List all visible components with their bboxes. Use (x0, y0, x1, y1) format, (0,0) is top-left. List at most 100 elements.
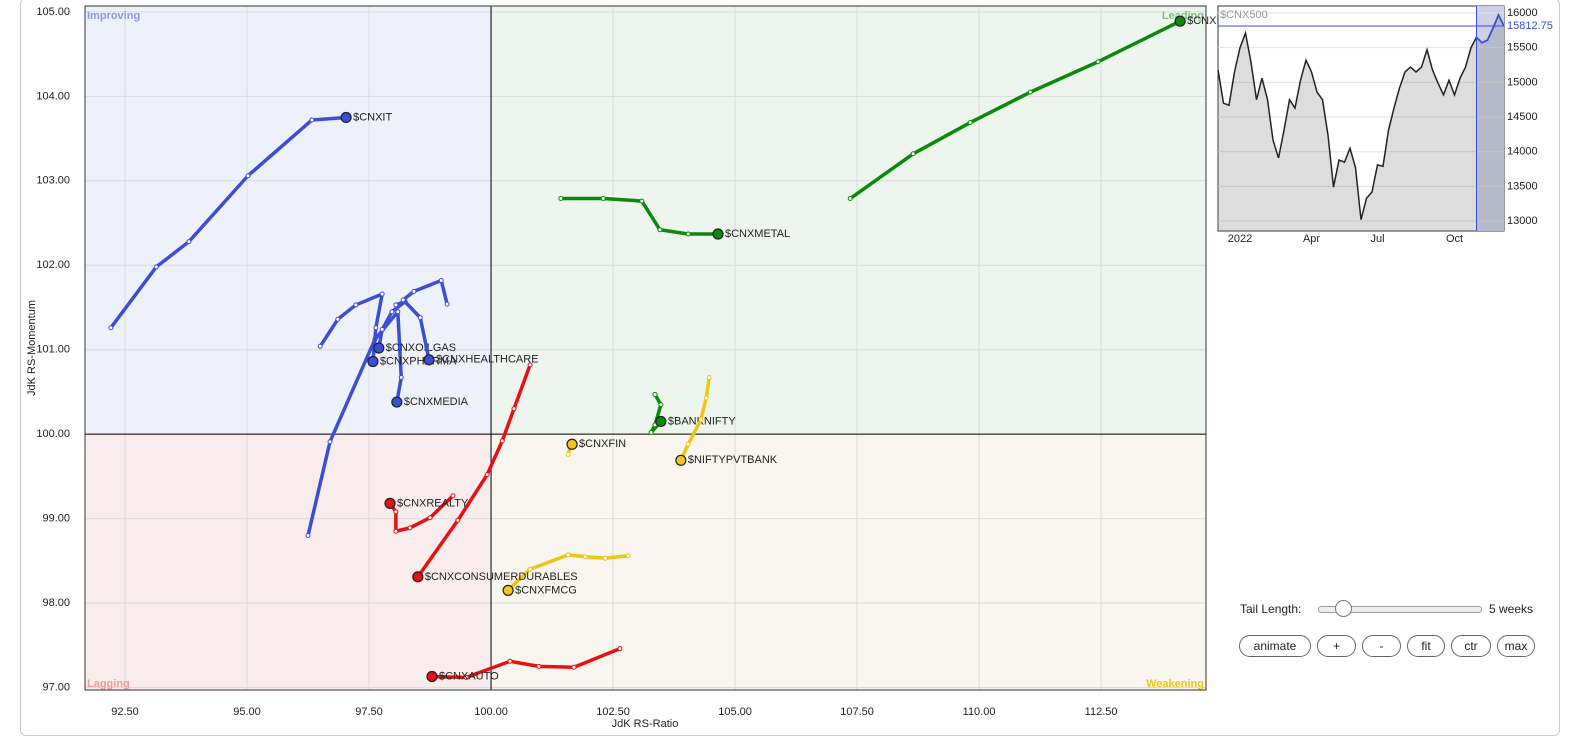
fit-button[interactable]: fit (1407, 635, 1445, 657)
tail-point (847, 196, 853, 202)
max-button[interactable]: max (1497, 635, 1535, 657)
tail-point (511, 406, 517, 412)
tail-point (455, 517, 461, 523)
last-value-label: 15812.75 (1507, 20, 1553, 32)
tail-point (565, 451, 571, 457)
tail-point (967, 120, 973, 126)
tail-point (245, 173, 251, 179)
tail-point (379, 326, 385, 332)
tail-point (706, 375, 712, 381)
tail-line (559, 196, 720, 236)
tail-point (657, 227, 663, 233)
tail-point (499, 438, 505, 444)
animate-button[interactable]: animate (1239, 635, 1311, 657)
plot-border (84, 5, 1207, 691)
tail-point (565, 552, 571, 558)
quadrant-background (491, 6, 1206, 435)
tail-point (108, 325, 114, 331)
quadrant-background (491, 434, 1206, 690)
tail-point (353, 302, 359, 308)
tail-line (401, 278, 449, 362)
series-label: $CNXPHARMA (380, 355, 457, 367)
quadrant-label: Lagging (87, 678, 130, 690)
x-tick-label: Oct (1446, 233, 1463, 245)
tail-point (484, 472, 490, 478)
head-marker (712, 228, 724, 240)
tail-point (1095, 59, 1101, 65)
x-tick-label: 105.00 (718, 706, 752, 718)
series-label: $CNXFMCG (515, 584, 577, 596)
mini-chart-title: $CNX500 (1220, 9, 1268, 21)
series-label: $CNXMEDIA (404, 396, 469, 408)
tail-point (703, 395, 709, 401)
x-axis-title: JdK RS-Ratio (612, 718, 679, 730)
price-line (1217, 30, 1478, 220)
head-marker (502, 584, 514, 596)
tail-point (648, 429, 654, 435)
tail-point (393, 528, 399, 534)
tail-point (685, 231, 691, 237)
tail-point (327, 439, 333, 445)
tail-line (430, 646, 622, 680)
y-tick-label: 13500 (1507, 180, 1538, 192)
tail-point (411, 288, 417, 294)
x-tick-label: 112.50 (1085, 706, 1118, 718)
tail-point (305, 532, 311, 538)
tail-point (400, 297, 406, 303)
tail-slider-track[interactable] (1318, 606, 1482, 613)
area-fill (1218, 15, 1504, 232)
tail-line (848, 19, 1182, 201)
tail-point (582, 554, 588, 560)
y-tick-label: 101.00 (36, 344, 70, 356)
head-marker (384, 497, 396, 509)
x-tick-label: 92.50 (111, 706, 139, 718)
y-tick-label: 15000 (1507, 76, 1538, 88)
tail-point (602, 555, 608, 561)
y-axis-title: JdK RS-Momentum (26, 300, 38, 396)
tail-point (698, 417, 704, 423)
tail-slider-handle[interactable] (1335, 600, 1352, 617)
tail-point (317, 343, 323, 349)
series-label: $CNXOILGAS (386, 342, 456, 354)
tail-point (393, 302, 399, 308)
x-tick-label: 2022 (1228, 233, 1252, 245)
tail-length-value: 5 weeks (1489, 602, 1534, 616)
tail-point (910, 151, 916, 157)
y-tick-label: 104.00 (36, 90, 70, 102)
tail-point (463, 674, 469, 680)
tail-line (416, 363, 532, 579)
x-tick-label: 95.00 (233, 706, 261, 718)
minus-button[interactable]: - (1362, 635, 1401, 657)
plus-button[interactable]: + (1317, 635, 1356, 657)
y-tick-label: 14000 (1507, 146, 1538, 158)
tail-line (506, 553, 630, 593)
tail-point (571, 664, 577, 670)
head-marker (391, 396, 403, 408)
tail-point (658, 402, 664, 408)
head-marker (426, 670, 438, 683)
head-marker (423, 354, 435, 366)
tail-point (427, 515, 433, 521)
tail-point (639, 198, 645, 204)
quadrant-background (85, 434, 492, 690)
tail-point (379, 291, 385, 297)
series-label: $CNXIT (353, 111, 392, 123)
highlight-region (1476, 6, 1504, 231)
price-line-recent (1475, 12, 1505, 44)
head-marker (340, 111, 352, 124)
tail-point (389, 309, 395, 315)
y-tick-label: 100.00 (36, 428, 70, 440)
tail-point (153, 264, 159, 270)
tail-line (318, 292, 384, 364)
tail-point (438, 277, 444, 283)
tail-point (625, 553, 631, 559)
tail-point (685, 441, 691, 447)
tail-point (417, 315, 423, 321)
head-marker (1174, 15, 1186, 27)
x-tick-label: Apr (1303, 233, 1320, 245)
y-tick-label: 102.00 (36, 259, 70, 271)
tail-point (527, 566, 533, 572)
ctr-button[interactable]: ctr (1451, 635, 1491, 657)
tail-point (507, 658, 513, 664)
